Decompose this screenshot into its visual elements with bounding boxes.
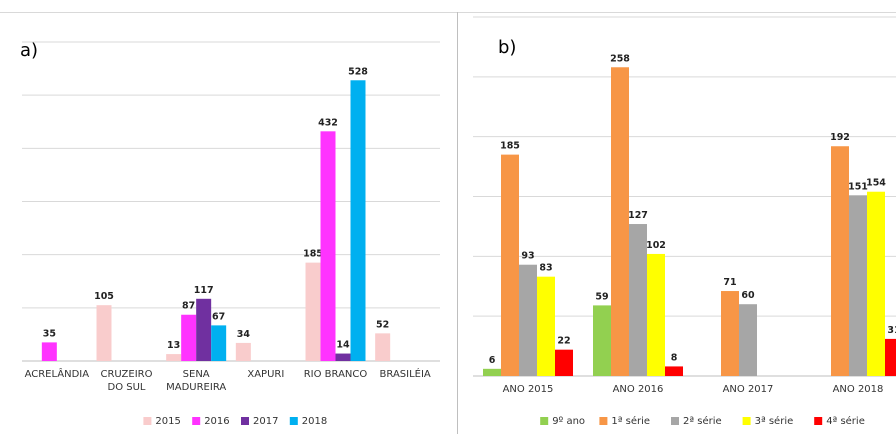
bar <box>537 276 555 376</box>
category-label: ANO 2018 <box>833 384 884 395</box>
bar <box>335 353 351 361</box>
bar <box>483 368 501 376</box>
legend-swatch <box>241 417 249 425</box>
data-label: 71 <box>723 277 736 288</box>
bar <box>831 146 849 376</box>
category-label: ANO 2016 <box>613 384 664 395</box>
bar <box>611 67 629 376</box>
category-label: ANO 2015 <box>503 384 554 395</box>
bar <box>629 224 647 376</box>
bar <box>647 253 665 376</box>
chart-panel-b: b) 6 185 93 83 22 ANO 2015 59 258 127 102 8 ANO 201… <box>457 12 896 434</box>
panel-b-letter: b) <box>498 37 517 58</box>
legend-label: 2017 <box>253 416 278 427</box>
data-label: 258 <box>610 53 630 64</box>
chart-panel-a: a) 35 ACRELÂNDIA 105 CRUZEIRO DO SUL 13 87 117 6… <box>0 12 452 434</box>
data-label: 432 <box>318 117 338 128</box>
category-label: ANO 2017 <box>723 384 774 395</box>
bar <box>849 195 867 376</box>
data-label: 151 <box>848 181 868 192</box>
bar <box>555 349 573 376</box>
bar <box>739 304 757 376</box>
data-label: 34 <box>237 329 251 340</box>
bar <box>196 298 212 361</box>
legend-label: 9º ano <box>552 416 585 427</box>
data-label: 67 <box>212 311 225 322</box>
bar <box>305 262 321 361</box>
panel-a-letter: a) <box>20 40 39 61</box>
legend-swatch <box>143 417 152 425</box>
legend-swatch <box>814 417 823 425</box>
category-label: DO SUL <box>108 382 146 393</box>
legend-label: 2018 <box>302 416 327 427</box>
bar <box>519 264 537 376</box>
data-label: 14 <box>336 340 350 351</box>
bar <box>665 366 683 376</box>
data-label: 87 <box>182 301 195 312</box>
legend-label: 2016 <box>204 416 229 427</box>
data-label: 185 <box>303 249 323 260</box>
legend-label: 2ª série <box>683 415 722 427</box>
data-label: 127 <box>628 210 648 221</box>
data-label: 35 <box>43 328 56 339</box>
bar <box>166 354 182 361</box>
data-label: 8 <box>671 352 678 363</box>
category-label: MADUREIRA <box>166 382 226 393</box>
legend-label: 2015 <box>155 416 180 427</box>
data-label: 185 <box>500 141 520 152</box>
top-border <box>0 12 896 13</box>
data-label: 52 <box>376 319 389 330</box>
legend-label: 3ª série <box>755 415 794 427</box>
legend-swatch <box>540 417 549 425</box>
bar <box>867 191 885 376</box>
data-label: 117 <box>194 285 214 296</box>
legend-label: 4ª série <box>826 415 865 427</box>
category-label: SENA <box>183 369 210 380</box>
data-label: 59 <box>595 291 608 302</box>
data-label: 22 <box>557 336 570 347</box>
data-label: 6 <box>489 355 496 366</box>
bar <box>885 338 896 376</box>
category-label: BRASILÉIA <box>380 367 431 380</box>
bar <box>350 80 366 361</box>
legend-swatch <box>671 417 679 425</box>
category-label: RIO BRANCO <box>304 369 368 380</box>
data-label: 154 <box>866 178 886 189</box>
bar <box>96 305 112 361</box>
bar <box>181 314 197 361</box>
category-label: XAPURI <box>247 369 284 380</box>
data-label: 102 <box>646 240 666 251</box>
data-label: 60 <box>741 290 755 301</box>
legend-swatch <box>289 417 298 425</box>
legend-swatch <box>742 417 751 425</box>
bar <box>721 291 739 376</box>
chart-a-svg: 35 ACRELÂNDIA 105 CRUZEIRO DO SUL 13 87 117 67 SE… <box>22 41 440 427</box>
bar <box>235 342 251 361</box>
data-label: 528 <box>348 66 368 77</box>
bar <box>501 154 519 376</box>
data-label: 105 <box>94 291 114 302</box>
data-label: 93 <box>521 251 534 262</box>
category-label: ACRELÂNDIA <box>25 367 90 380</box>
category-label: CRUZEIRO <box>100 369 152 380</box>
data-label: 31 <box>887 325 896 336</box>
legend-label: 1ª série <box>611 415 650 427</box>
bar <box>211 325 227 361</box>
bar <box>320 131 336 361</box>
legend-swatch <box>599 417 608 425</box>
data-label: 83 <box>539 263 552 274</box>
chart-b-svg: 6 185 93 83 22 ANO 2015 59 258 127 102 8 ANO 2016 71… <box>473 16 896 427</box>
data-label: 192 <box>830 132 850 143</box>
bar <box>593 305 611 376</box>
legend-swatch <box>192 417 201 425</box>
bar <box>375 333 391 361</box>
bar <box>41 342 57 361</box>
data-label: 13 <box>167 340 180 351</box>
